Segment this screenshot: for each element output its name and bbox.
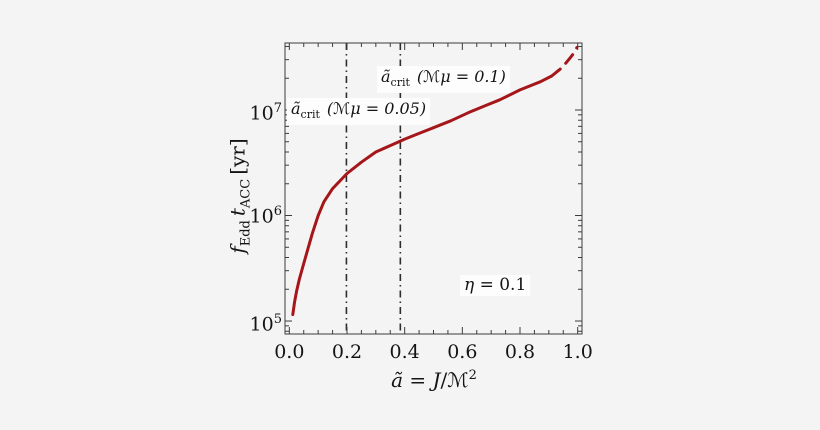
curve-solid xyxy=(291,74,554,317)
x-axis-title: ã = J/ℳ2 xyxy=(391,367,477,392)
annotation-eta: η = 0.1 xyxy=(460,275,531,296)
annotation-acrit-mmu-0p1: ãcrit (ℳμ = 0.1) xyxy=(377,66,510,94)
y-tick-label-1e6: 106 xyxy=(249,204,282,228)
annotation-acrit-mmu-0p05: ãcrit (ℳμ = 0.05) xyxy=(287,98,431,126)
x-tick-label: 0.0 xyxy=(274,341,304,363)
x-tick-label: 0.4 xyxy=(390,341,420,363)
x-tick-label: 0.8 xyxy=(505,341,535,363)
y-tick-label-1e7: 107 xyxy=(249,101,282,125)
x-tick-label: 0.2 xyxy=(332,341,362,363)
y-axis-title: fEdd tACC [yr] xyxy=(225,138,254,254)
curve-dashed xyxy=(550,46,579,78)
y-tick-label-1e5: 105 xyxy=(249,312,282,336)
x-tick-label: 0.6 xyxy=(447,341,477,363)
x-tick-label: 1.0 xyxy=(563,341,593,363)
